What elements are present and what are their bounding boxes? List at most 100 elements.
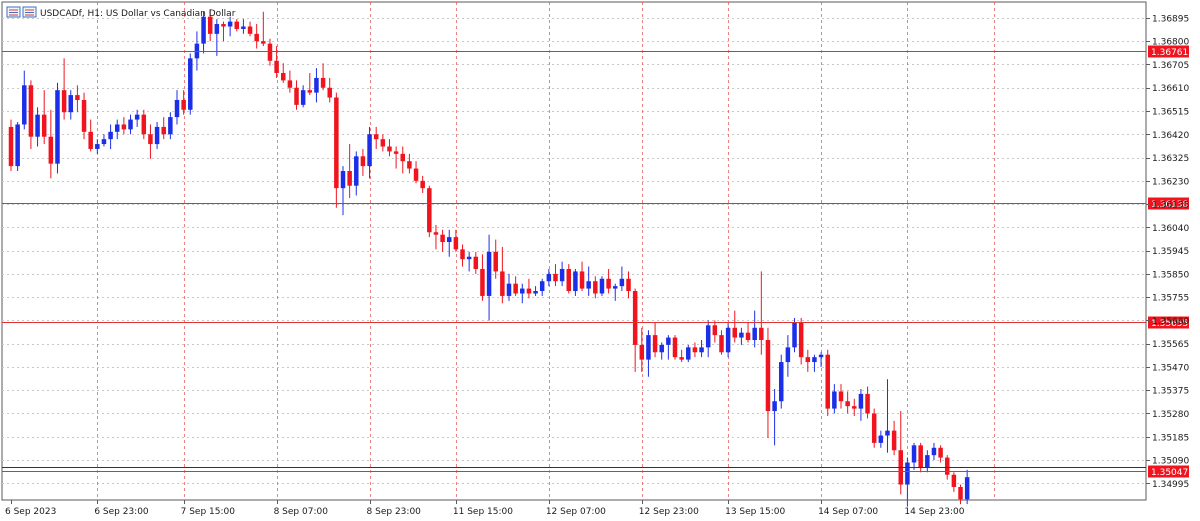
candle-body (367, 134, 372, 167)
candle-body (194, 43, 200, 59)
x-tick-label: 8 Sep 23:00 (367, 507, 422, 517)
candle (659, 342, 664, 360)
candle (520, 283, 525, 304)
candle (792, 317, 797, 353)
candle (958, 484, 963, 505)
candle-body (798, 322, 804, 358)
candle-body (686, 347, 691, 360)
candle-body (161, 126, 166, 135)
candle (878, 430, 884, 448)
candle (506, 273, 512, 301)
candle-body (214, 24, 220, 34)
candle (81, 92, 87, 140)
candle (493, 239, 498, 279)
candle (393, 146, 399, 169)
candle-body (639, 344, 645, 360)
candle (925, 450, 930, 473)
candle-body (533, 291, 538, 294)
candle (712, 320, 718, 343)
candle-body (951, 474, 957, 487)
candle (420, 175, 425, 194)
candle-body (261, 41, 266, 44)
candle-body (148, 134, 153, 145)
chart-window-icon[interactable] (6, 6, 21, 18)
candle (573, 268, 578, 296)
candle-body (838, 391, 844, 402)
horizontal-line-label-text: 1.35047 (1151, 468, 1188, 478)
horizontal-line-label: 1.36138 (1148, 197, 1189, 210)
candle (845, 391, 850, 414)
candle (466, 251, 472, 272)
y-tick-label: 1.35565 (1152, 340, 1189, 350)
candle (612, 283, 618, 301)
candle (387, 139, 392, 157)
candle-body (772, 401, 777, 412)
candle-body (619, 278, 625, 287)
x-tick-label: 8 Sep 07:00 (274, 507, 329, 517)
candle (234, 19, 240, 32)
candle-body (8, 126, 14, 167)
candle-body (354, 156, 359, 186)
candle-body (407, 161, 412, 169)
candle (413, 161, 419, 184)
candle-body (168, 117, 173, 135)
candle (161, 117, 166, 140)
candle-body (307, 90, 313, 93)
candle-body (539, 281, 545, 292)
candle-body (174, 99, 180, 118)
candle-body (181, 99, 186, 110)
candle-body (712, 325, 718, 336)
candle-body (745, 332, 751, 341)
candle-body (154, 126, 160, 145)
candle (440, 229, 445, 252)
price-axis[interactable]: 1.36895 1.36800 1.36705 1.36610 1.36515 1.364… (1146, 14, 1189, 490)
candle (639, 327, 645, 372)
candle-body (68, 95, 74, 113)
candle-body (201, 16, 206, 44)
chart-window-icon-2[interactable] (22, 6, 37, 18)
candle (35, 107, 40, 147)
candle-body (320, 77, 326, 88)
candle (134, 109, 140, 127)
horizontal-line-label: 1.36761 (1148, 45, 1189, 58)
candle (154, 122, 160, 149)
horizontal-line-label-text: 1.35655 (1151, 319, 1188, 329)
candle-body (128, 119, 133, 130)
candle-body (931, 447, 937, 456)
horizontal-lines[interactable]: 1.36761 1.36138 1.35655 1.35047 (2, 45, 1189, 479)
horizontal-line-label: 1.35047 (1148, 465, 1189, 478)
candle (539, 278, 545, 296)
candle-body (500, 271, 505, 296)
y-tick-label: 1.36610 (1152, 84, 1189, 94)
candle-body (41, 114, 47, 137)
candle (759, 271, 764, 355)
candle-body (905, 462, 910, 485)
candle-body (141, 114, 147, 135)
candle-body (765, 340, 771, 412)
time-axis[interactable]: 6 Sep 2023 6 Sep 23:00 7 Sep 15:00 8 Sep 07… (5, 500, 965, 517)
candle-body (739, 332, 744, 338)
candle (95, 139, 100, 154)
candle (486, 234, 492, 321)
candle-body (559, 268, 565, 282)
y-tick-label: 1.36515 (1152, 107, 1189, 117)
candle (473, 251, 479, 274)
candle-body (805, 357, 811, 363)
candle (214, 19, 220, 56)
candle-body (453, 237, 459, 250)
candle (367, 126, 372, 179)
candle-body (48, 136, 54, 164)
candle-body (314, 77, 319, 93)
candle-body (473, 256, 479, 269)
horizontal-line-label-text: 1.36761 (1151, 48, 1188, 58)
candle-body (221, 24, 226, 27)
candle-body (327, 87, 332, 98)
candle (48, 109, 54, 179)
candle-body (267, 43, 273, 61)
candle-body (659, 344, 664, 353)
y-tick-label: 1.36705 (1152, 61, 1189, 71)
y-tick-label: 1.35470 (1152, 363, 1189, 373)
candle (373, 126, 379, 149)
candle (679, 349, 684, 363)
